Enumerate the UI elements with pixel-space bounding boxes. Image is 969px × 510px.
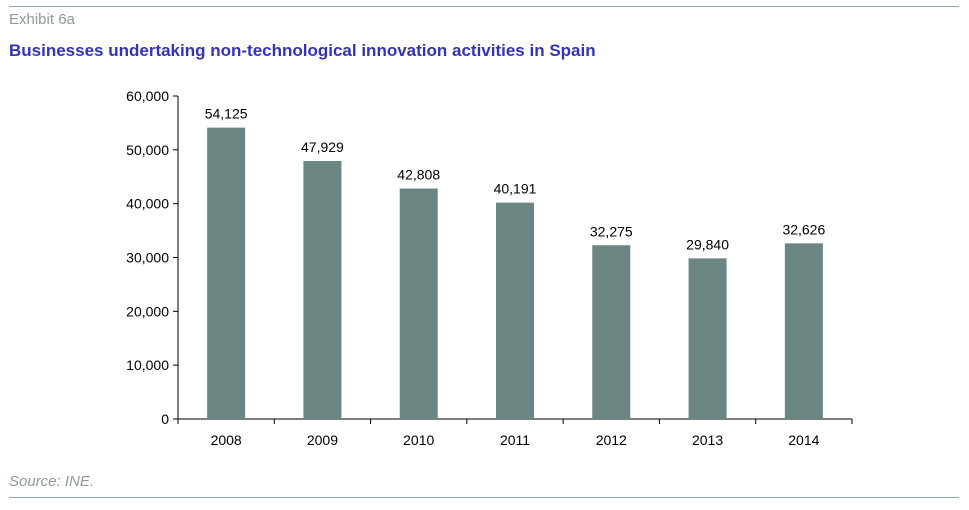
x-tick-label-2011: 2011	[500, 432, 530, 448]
data-label-2012: 32,275	[590, 223, 633, 239]
bottom-rule	[9, 497, 959, 498]
y-tick-label: 40,000	[126, 196, 169, 212]
y-tick-label: 60,000	[126, 88, 169, 104]
x-tick-label-2014: 2014	[788, 432, 819, 448]
top-rule	[9, 6, 959, 7]
y-tick-label: 10,000	[126, 357, 169, 373]
y-axis: 0 10,000 20,000 30,000 40,000 50,000 60,000	[126, 88, 179, 427]
bar-2008	[207, 127, 246, 420]
data-labels: 54,125 47,929 42,808 40,191 32,275 29,840 32,6…	[205, 106, 826, 253]
bar-2011	[496, 202, 534, 419]
bar-2010	[399, 188, 438, 419]
bar-2014	[784, 243, 823, 419]
data-label-2011: 40,191	[494, 181, 537, 197]
y-tick-label: 20,000	[126, 303, 169, 319]
y-tick-label: 50,000	[126, 142, 169, 158]
bars	[207, 127, 823, 420]
x-tick-label-2009: 2009	[307, 432, 338, 448]
chart-title: Businesses undertaking non-technological…	[9, 41, 596, 60]
y-tick-label: 0	[161, 411, 169, 427]
data-label-2008: 54,125	[205, 106, 248, 122]
data-label-2010: 42,808	[397, 167, 440, 183]
data-label-2014: 32,626	[782, 221, 825, 237]
x-axis: 2008 2009 2010 2011 2012 2013 2014	[177, 418, 853, 448]
x-tick-label-2008: 2008	[211, 432, 242, 448]
bar-2013	[688, 258, 727, 419]
bar-2009	[303, 160, 342, 419]
y-tick-label: 30,000	[126, 250, 169, 266]
bar-2012	[592, 245, 631, 419]
data-label-2009: 47,929	[301, 139, 344, 155]
x-tick-label-2010: 2010	[403, 432, 434, 448]
exhibit-label: Exhibit 6a	[9, 11, 75, 28]
x-tick-label-2012: 2012	[596, 432, 627, 448]
data-label-2013: 29,840	[686, 236, 729, 252]
x-tick-label-2013: 2013	[692, 432, 723, 448]
source-note: Source: INE.	[9, 473, 95, 490]
